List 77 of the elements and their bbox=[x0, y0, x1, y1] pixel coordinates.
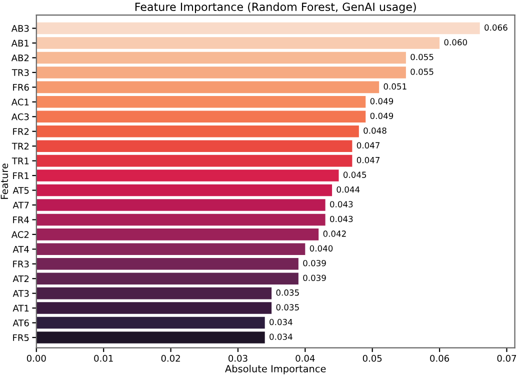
bar bbox=[36, 110, 366, 123]
x-tick-label: 0.04 bbox=[296, 354, 315, 362]
data-label: 0.035 bbox=[276, 304, 299, 310]
bar bbox=[36, 272, 298, 284]
bar bbox=[36, 81, 380, 94]
bar bbox=[36, 125, 359, 138]
bar bbox=[36, 316, 265, 329]
y-tick-label: AB2 bbox=[11, 54, 29, 62]
bar bbox=[36, 154, 352, 167]
data-label: 0.047 bbox=[356, 156, 380, 164]
data-label: 0.049 bbox=[370, 98, 394, 104]
data-label: 0.034 bbox=[270, 318, 292, 326]
y-tick-label: TR1 bbox=[12, 158, 29, 164]
data-label: 0.055 bbox=[410, 68, 434, 75]
y-tick-label: FR2 bbox=[13, 128, 29, 135]
bar bbox=[36, 170, 339, 182]
data-label: 0.066 bbox=[484, 24, 508, 31]
x-tick-label: 0.01 bbox=[94, 354, 113, 362]
y-tick-label: FR6 bbox=[13, 84, 29, 91]
data-label: 0.045 bbox=[343, 172, 366, 178]
y-tick-label: AB1 bbox=[11, 40, 29, 46]
data-label: 0.047 bbox=[356, 142, 380, 148]
data-label: 0.044 bbox=[336, 186, 360, 193]
y-tick-label: FR3 bbox=[13, 260, 29, 268]
bar bbox=[36, 287, 272, 300]
data-label: 0.035 bbox=[276, 289, 299, 296]
bar bbox=[36, 302, 272, 314]
bar bbox=[36, 199, 326, 211]
bar bbox=[36, 214, 326, 226]
y-tick-label: TR3 bbox=[12, 69, 29, 76]
data-label: 0.034 bbox=[270, 334, 292, 340]
x-tick-label: 0.07 bbox=[497, 354, 516, 362]
bar bbox=[36, 258, 298, 270]
y-tick-label: FR1 bbox=[13, 172, 29, 179]
bar bbox=[36, 52, 406, 64]
bar bbox=[36, 184, 332, 196]
y-tick-label: AC1 bbox=[11, 98, 29, 106]
y-tick-label: FR5 bbox=[13, 334, 29, 342]
data-label: 0.048 bbox=[364, 127, 386, 134]
x-tick-label: 0.06 bbox=[430, 354, 450, 362]
bar bbox=[36, 96, 366, 108]
x-tick-label: 0.00 bbox=[26, 354, 46, 362]
bar bbox=[36, 22, 480, 34]
data-label: 0.039 bbox=[303, 260, 326, 266]
bar bbox=[36, 37, 440, 49]
y-tick-label: AT3 bbox=[12, 290, 29, 297]
data-label: 0.055 bbox=[410, 54, 434, 60]
data-label: 0.043 bbox=[330, 216, 353, 222]
x-tick-label: 0.05 bbox=[362, 354, 382, 362]
y-tick-label: AT6 bbox=[12, 320, 29, 326]
y-axis-title: Feature bbox=[0, 164, 8, 199]
x-tick-label: 0.02 bbox=[161, 354, 180, 362]
bar bbox=[36, 66, 406, 78]
data-label: 0.042 bbox=[323, 230, 346, 237]
y-tick-label: AT2 bbox=[12, 275, 29, 282]
data-label: 0.060 bbox=[444, 39, 468, 46]
data-label: 0.043 bbox=[330, 201, 353, 208]
y-tick-label: AC3 bbox=[11, 113, 29, 120]
chart-title: Feature Importance (Random Forest, GenAI usage) bbox=[135, 2, 416, 14]
y-tick-label: AT7 bbox=[12, 202, 29, 208]
data-label: 0.040 bbox=[310, 245, 333, 252]
x-axis-title: Absolute Importance bbox=[225, 364, 326, 374]
data-label: 0.051 bbox=[384, 83, 406, 90]
y-tick-label: AC2 bbox=[11, 231, 29, 238]
y-tick-label: AT5 bbox=[12, 187, 29, 194]
y-tick-label: AB3 bbox=[11, 25, 29, 32]
x-tick-label: 0.03 bbox=[228, 354, 248, 362]
data-label: 0.049 bbox=[370, 112, 394, 120]
y-tick-label: TR2 bbox=[12, 142, 29, 150]
data-label: 0.039 bbox=[303, 274, 326, 282]
bar bbox=[36, 140, 352, 152]
bar bbox=[36, 228, 319, 240]
y-tick-label: FR4 bbox=[13, 216, 29, 224]
y-tick-label: AT1 bbox=[12, 304, 29, 312]
bar bbox=[36, 243, 306, 256]
y-tick-label: AT4 bbox=[12, 246, 29, 253]
bar bbox=[36, 332, 265, 344]
